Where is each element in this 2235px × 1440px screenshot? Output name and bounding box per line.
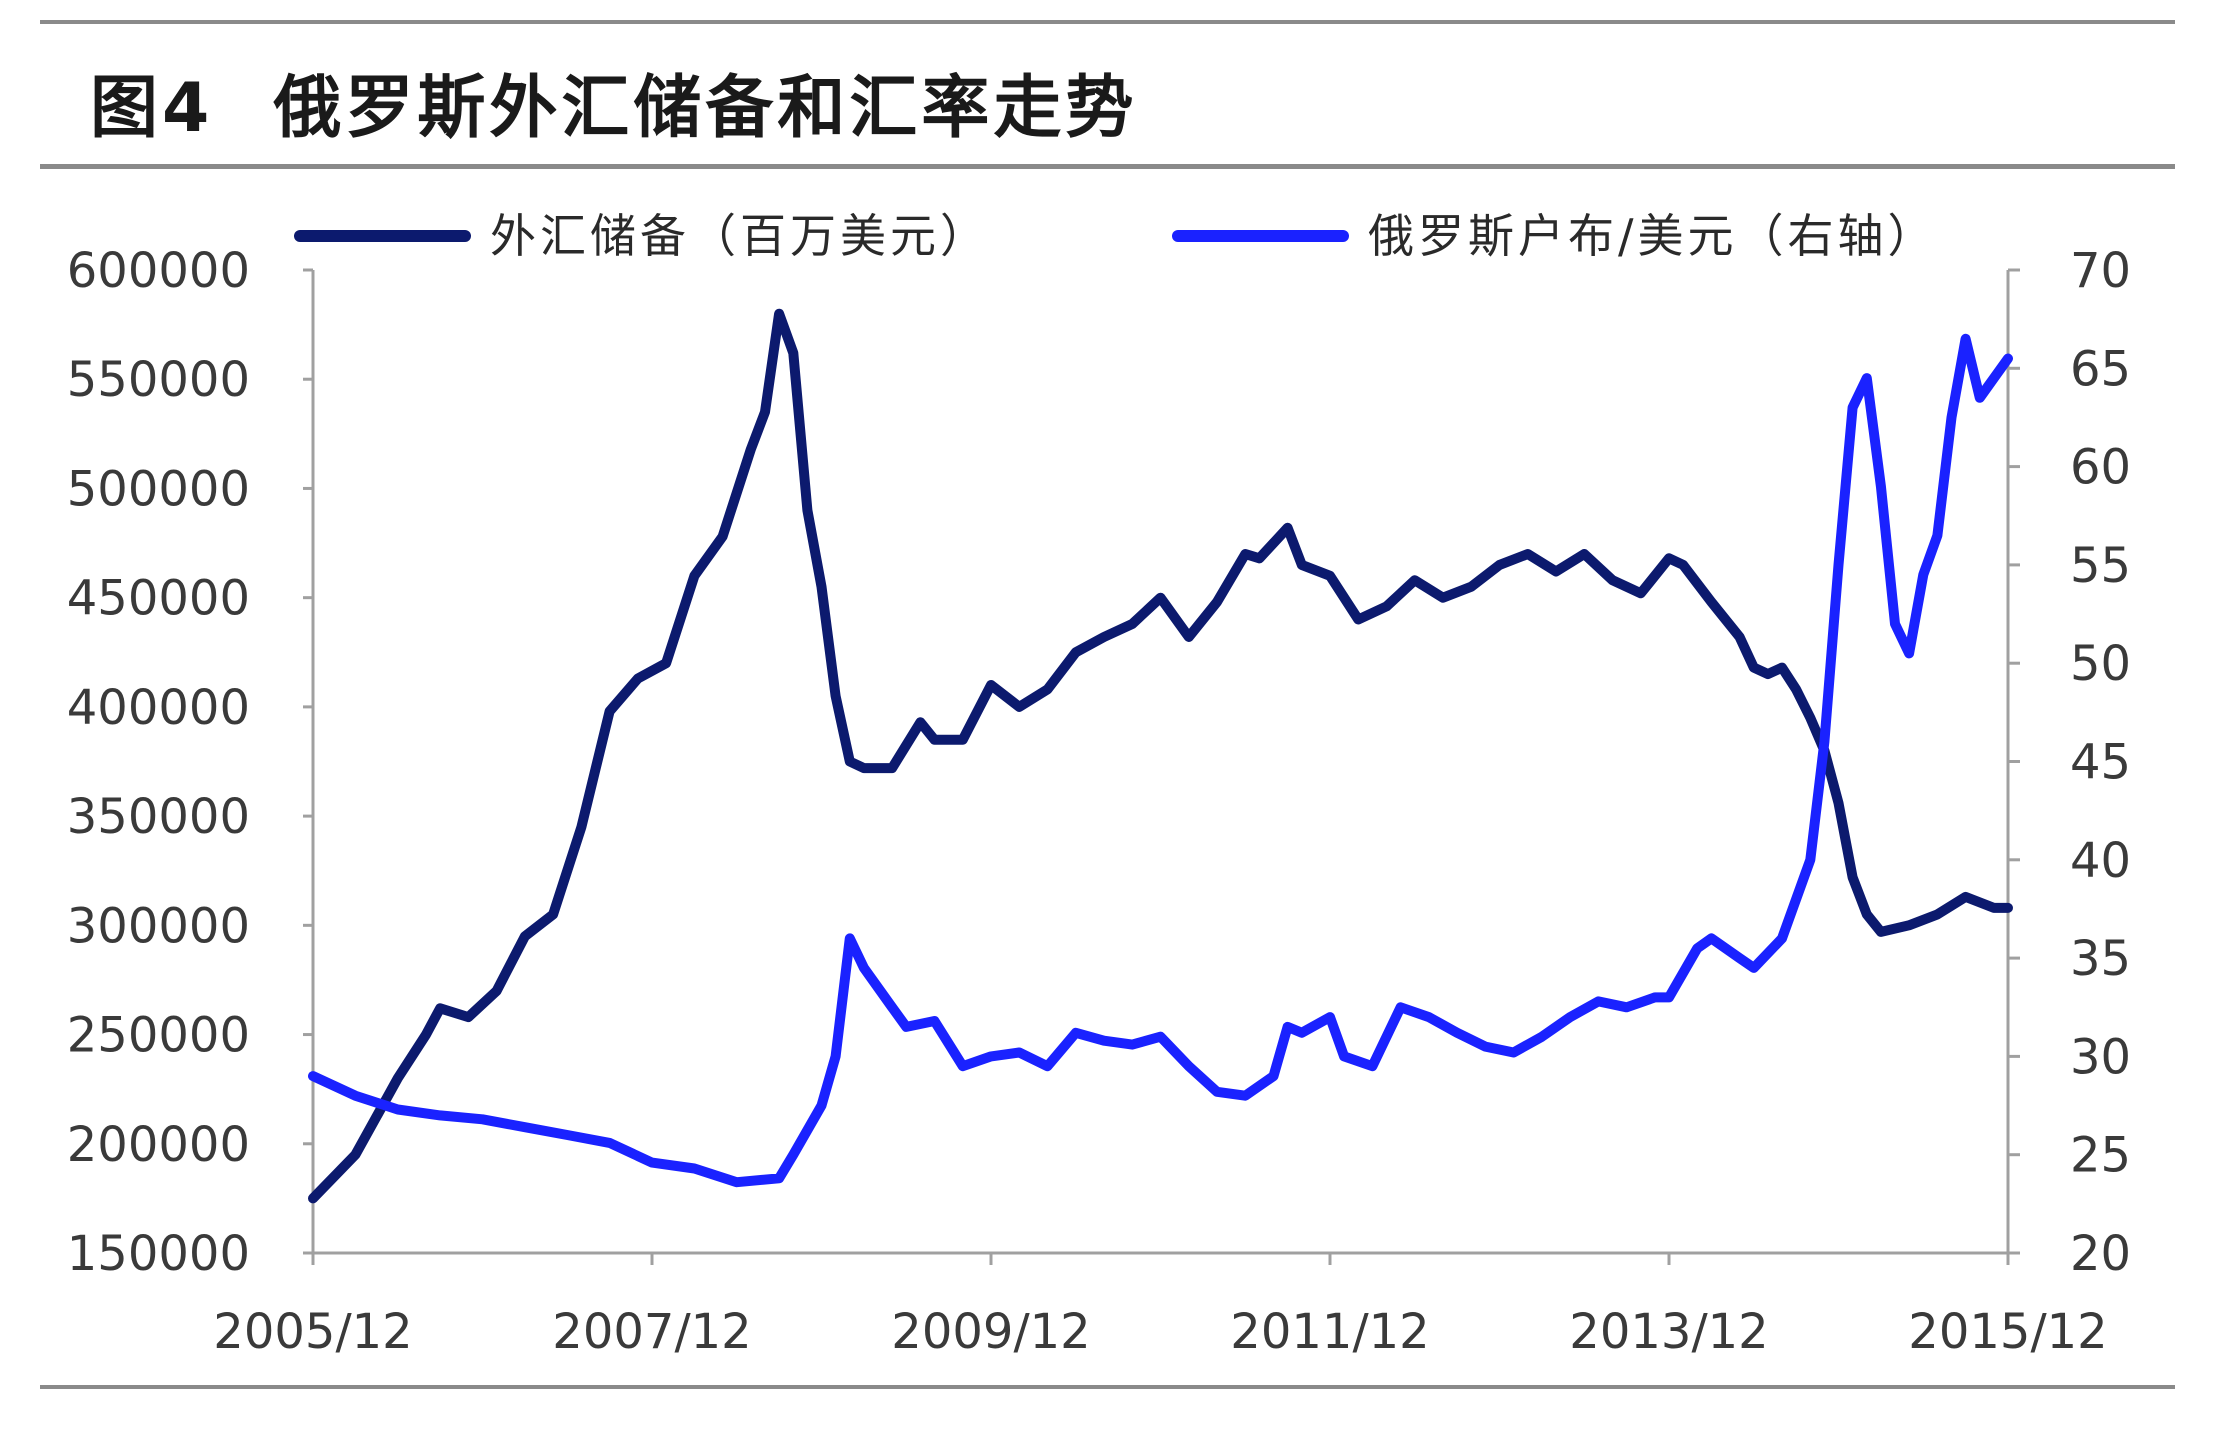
figure-title-text: 俄罗斯外汇储备和汇率走势	[273, 69, 1138, 148]
chart-series	[308, 308, 2013, 1204]
right-y-tick-label: 55	[2070, 538, 2131, 594]
left-y-tick-label: 150000	[67, 1226, 250, 1282]
series-reserves-line	[308, 308, 2013, 1204]
chart-ticks: 600000 550000 500000 450000 400000 350000 3000…	[67, 243, 2131, 1360]
right-y-tick-label: 25	[2070, 1128, 2131, 1184]
chart-legend: 外汇储备（百万美元） 俄罗斯户布/美元（右轴）	[294, 209, 1938, 263]
bottom-rule	[40, 1385, 2175, 1389]
x-tick-label: 2007/12	[552, 1304, 751, 1360]
title-underline-rule	[40, 164, 2175, 169]
left-y-tick-label: 300000	[67, 898, 250, 954]
left-y-tick-label: 350000	[67, 789, 250, 845]
figure-label: 图4	[90, 69, 214, 148]
left-y-tick-label: 400000	[67, 680, 250, 736]
top-rule	[40, 20, 2175, 24]
right-y-tick-label: 65	[2070, 341, 2131, 397]
legend-label-reserves: 外汇储备（百万美元）	[490, 209, 990, 263]
x-tick-label: 2013/12	[1569, 1304, 1768, 1360]
right-y-tick-label: 35	[2070, 931, 2131, 987]
x-tick-label: 2009/12	[891, 1304, 1090, 1360]
right-y-tick-label: 70	[2070, 243, 2131, 299]
left-y-tick-label: 600000	[67, 243, 250, 299]
chart-axes	[311, 270, 2010, 1255]
right-y-tick-label: 45	[2070, 735, 2131, 791]
left-y-tick-label: 550000	[67, 352, 250, 408]
x-tick-label: 2011/12	[1230, 1304, 1429, 1360]
right-y-tick-label: 20	[2070, 1226, 2131, 1282]
right-y-tick-label: 30	[2070, 1029, 2131, 1085]
figure-title: 图4 俄罗斯外汇储备和汇率走势	[90, 52, 1137, 151]
right-y-tick-label: 50	[2070, 636, 2131, 692]
left-y-tick-label: 250000	[67, 1008, 250, 1064]
left-y-tick-label: 500000	[67, 461, 250, 517]
x-tick-label: 2015/12	[1908, 1304, 2107, 1360]
left-y-tick-label: 450000	[67, 571, 250, 627]
x-tick-label: 2005/12	[213, 1304, 412, 1360]
legend-label-rub: 俄罗斯户布/美元（右轴）	[1368, 209, 1938, 263]
right-y-tick-label: 60	[2070, 440, 2131, 496]
right-y-tick-label: 40	[2070, 833, 2131, 889]
left-y-tick-label: 200000	[67, 1117, 250, 1173]
series-rub-line	[308, 333, 2013, 1188]
